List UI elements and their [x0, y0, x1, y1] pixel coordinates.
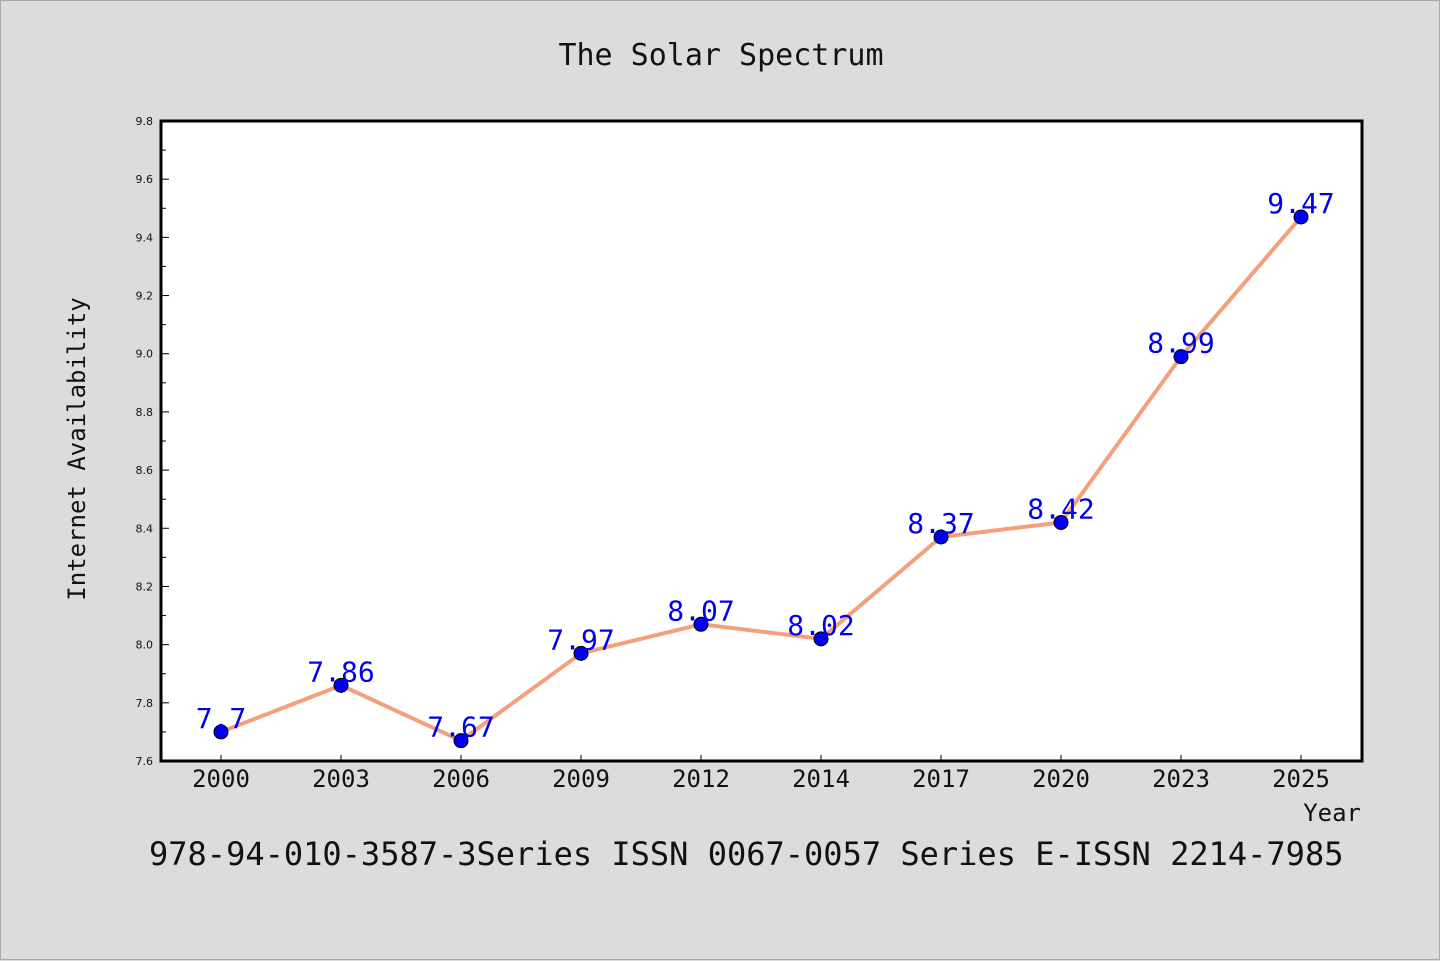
data-point	[573, 645, 589, 661]
x-tick-label: 2003	[312, 765, 370, 793]
chart-title: The Solar Spectrum	[558, 38, 883, 73]
data-point	[1173, 349, 1189, 365]
y-tick-label: 7.8	[136, 697, 154, 710]
x-tick-label: 2014	[792, 765, 850, 793]
series-line	[219, 215, 1303, 743]
data-label: 8.02	[787, 609, 854, 642]
y-tick-label: 9.6	[136, 173, 154, 186]
x-tick-label: 2023	[1152, 765, 1210, 793]
y-axis: 7.6 7.8 8.0 8.2 8.4 8.6 8.8 9.0 9.2 9.4 9.6 9.8	[136, 115, 169, 768]
x-tick-label: 2025	[1272, 765, 1330, 793]
x-tick-label: 2012	[672, 765, 730, 793]
x-tick-label: 2017	[912, 765, 970, 793]
y-tick-label: 9.8	[136, 115, 154, 128]
data-point	[333, 677, 349, 693]
y-tick-label: 9.2	[136, 290, 154, 303]
y-tick-label: 8.2	[136, 580, 154, 593]
data-label: 8.42	[1027, 492, 1094, 525]
data-label: 7.86	[307, 655, 374, 688]
data-point	[213, 724, 229, 740]
data-label: 7.67	[427, 711, 494, 744]
series-line-group	[219, 215, 1303, 743]
plot-area	[159, 119, 1364, 763]
isbn-footer: 978-94-010-3587-3Series ISSN 0067-0057 S…	[149, 835, 1343, 873]
y-tick-label: 8.6	[136, 464, 154, 477]
data-point	[813, 631, 829, 647]
data-label: 7.7	[196, 702, 247, 735]
data-label: 8.07	[667, 594, 734, 627]
data-point	[1053, 514, 1069, 530]
x-axis: 2000 2003 2006 2009 2012 2014 2017 2020 2023 2025	[192, 755, 1330, 793]
data-point	[453, 733, 469, 749]
data-label: 8.99	[1147, 327, 1214, 360]
y-tick-label: 8.4	[136, 522, 154, 535]
y-axis-title: Internet Availability	[63, 297, 91, 600]
data-point	[693, 616, 709, 632]
data-label: 9.47	[1267, 187, 1334, 220]
data-label: 8.37	[907, 507, 974, 540]
x-tick-label: 2009	[552, 765, 610, 793]
y-tick-label: 9.4	[136, 231, 154, 244]
x-tick-label: 2006	[432, 765, 490, 793]
data-labels: 7.7 7.86 7.67 7.97 8.07 8.02 8.37 8.42 8.99 9.47	[196, 187, 1335, 744]
y-tick-label: 8.0	[136, 639, 154, 652]
x-tick-label: 2000	[192, 765, 250, 793]
y-tick-label: 9.0	[136, 348, 154, 361]
y-tick-label: 8.8	[136, 406, 154, 419]
data-label: 7.97	[547, 623, 614, 656]
y-tick-label: 7.6	[136, 755, 154, 768]
data-points	[213, 209, 1309, 749]
data-point	[1293, 209, 1309, 225]
x-axis-title: Year	[1303, 799, 1361, 827]
x-tick-label: 2020	[1032, 765, 1090, 793]
data-point	[933, 529, 949, 545]
